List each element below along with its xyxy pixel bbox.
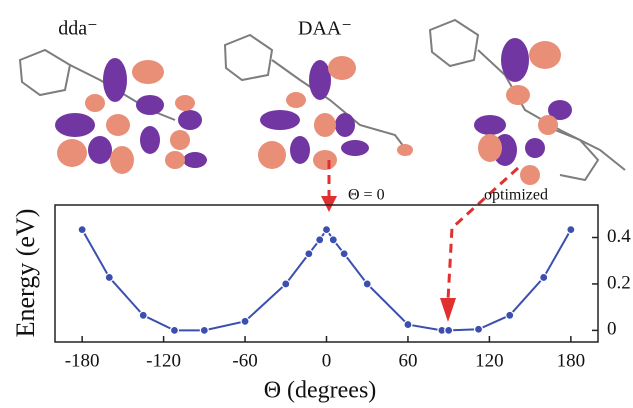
data-point [566, 225, 576, 235]
data-point [339, 249, 349, 259]
x-tick-label: -60 [232, 350, 257, 371]
y-tick-label: 0.4 [607, 226, 631, 247]
data-point [281, 279, 291, 289]
arrows [327, 160, 520, 301]
molecule-label: DAA⁻ [298, 18, 352, 40]
data-point [199, 325, 209, 335]
data-point [304, 249, 314, 259]
data-point [328, 235, 338, 245]
data-point [77, 225, 87, 235]
y-tick-label: 0.2 [607, 272, 631, 293]
molecule-label: dda⁻ [58, 18, 97, 40]
data-point [539, 272, 549, 283]
annotation: Θ = 0 [348, 187, 385, 204]
data-point [315, 235, 325, 245]
data-point [403, 319, 413, 330]
data-point [240, 316, 250, 326]
annotation: optimized [484, 187, 548, 204]
arrow-head [440, 298, 456, 322]
data-point [362, 279, 372, 289]
x-tick-label: 60 [398, 350, 417, 371]
x-tick-label: 180 [557, 350, 586, 371]
data-line [81, 227, 572, 332]
data-point [138, 310, 148, 320]
x-tick-label: 120 [475, 350, 504, 371]
y-axis-label: Energy (eV) [11, 209, 40, 338]
data-point [505, 310, 515, 320]
y-tick-label: 0 [607, 319, 617, 340]
arrow-head [321, 196, 337, 212]
x-axis-label: Θ (degrees) [264, 378, 377, 404]
x-tick-label: -120 [146, 350, 181, 371]
x-tick-label: 0 [322, 350, 332, 371]
data-point [321, 225, 332, 235]
data-point [444, 325, 454, 335]
data-point [104, 272, 114, 283]
molecule-images [18, 18, 626, 185]
data-point [169, 325, 180, 335]
x-tick-label: -180 [65, 350, 100, 371]
data-point [473, 324, 484, 334]
